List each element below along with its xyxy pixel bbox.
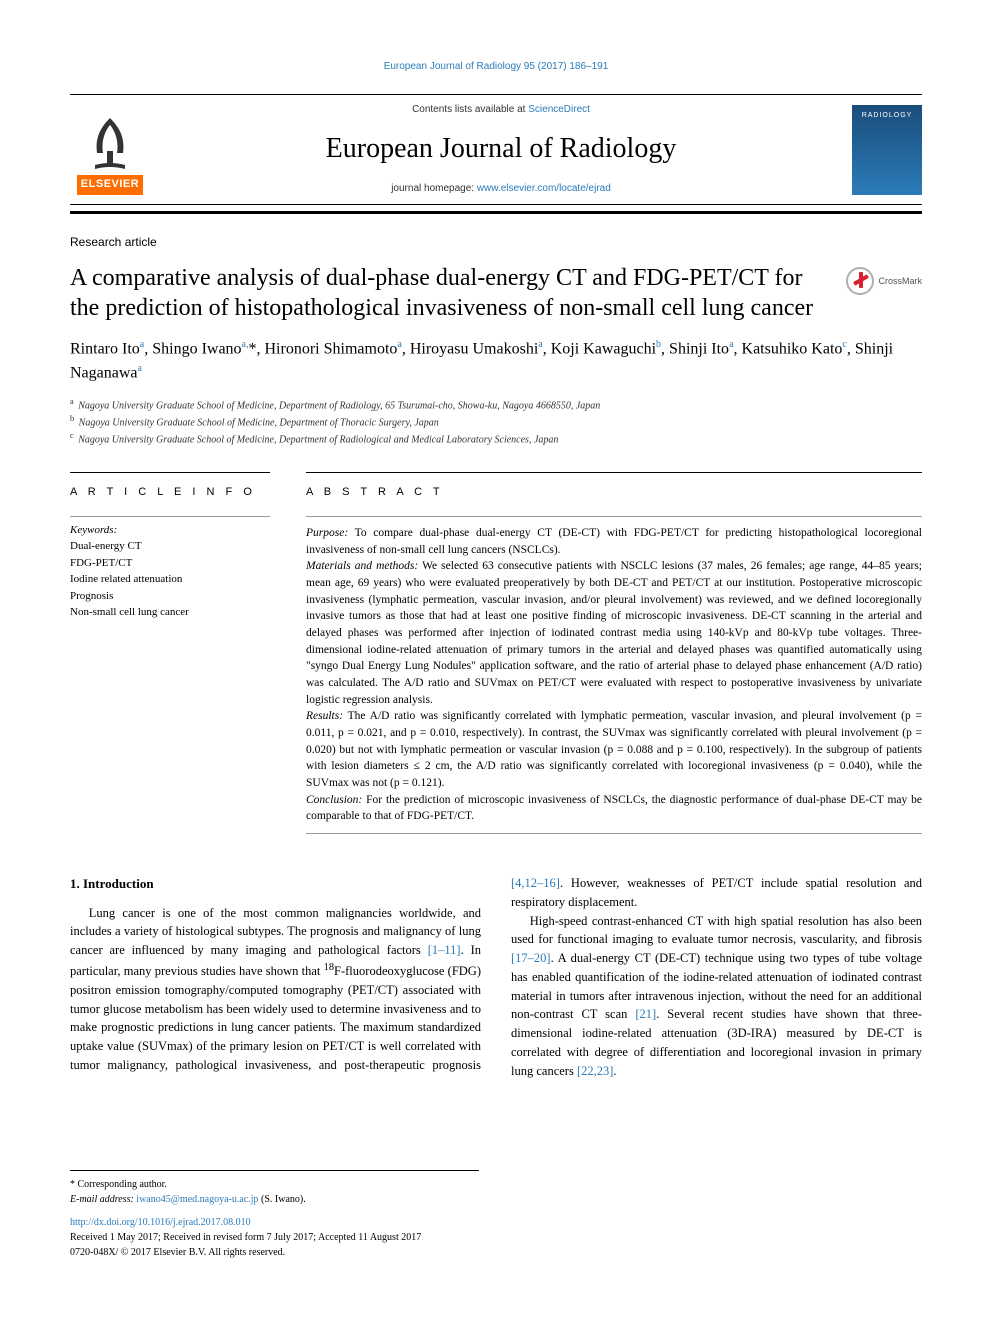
homepage-line: journal homepage: www.elsevier.com/locat… (150, 182, 852, 196)
masthead: ELSEVIER Contents lists available at Sci… (70, 94, 922, 205)
abstract-results: The A/D ratio was significantly correlat… (306, 710, 922, 789)
elsevier-tree-icon (85, 113, 135, 173)
masthead-rule (70, 211, 922, 214)
abstract-conclusion: For the prediction of microscopic invasi… (306, 794, 922, 823)
contents-list-line: Contents lists available at ScienceDirec… (150, 103, 852, 117)
homepage-link[interactable]: www.elsevier.com/locate/ejrad (477, 183, 611, 194)
ref-link-5[interactable]: [22,23] (577, 1064, 613, 1078)
abstract-results-label: Results: (306, 710, 343, 722)
contents-prefix: Contents lists available at (412, 104, 528, 115)
corresponding-author: * Corresponding author. (70, 1177, 479, 1192)
ref-link-1[interactable]: [1–11] (428, 943, 461, 957)
ref-link-2[interactable]: [4,12–16] (511, 876, 560, 890)
cover-thumb-label: RADIOLOGY (862, 111, 913, 121)
email-line: E-mail address: iwano45@med.nagoya-u.ac.… (70, 1192, 479, 1207)
email-link[interactable]: iwano45@med.nagoya-u.ac.jp (136, 1194, 258, 1205)
ref-link-4[interactable]: [21] (635, 1007, 656, 1021)
homepage-prefix: journal homepage: (391, 183, 477, 194)
abstract-heading: A B S T R A C T (306, 485, 922, 500)
crossmark-label: CrossMark (878, 275, 922, 288)
sciencedirect-link[interactable]: ScienceDirect (528, 104, 590, 115)
intro-p2: High-speed contrast-enhanced CT with hig… (511, 912, 922, 1081)
article-title: A comparative analysis of dual-phase dua… (70, 263, 826, 323)
copyright-line: 0720-048X/ © 2017 Elsevier B.V. All righ… (70, 1245, 479, 1260)
article-info-heading: A R T I C L E I N F O (70, 485, 270, 500)
ref-link-3[interactable]: [17–20] (511, 951, 551, 965)
keywords-list: Dual-energy CTFDG-PET/CTIodine related a… (70, 538, 270, 621)
elsevier-logo: ELSEVIER (70, 105, 150, 195)
abstract-purpose: To compare dual-phase dual-energy CT (DE… (306, 527, 922, 556)
crossmark-badge[interactable]: CrossMark (846, 267, 922, 295)
journal-name: European Journal of Radiology (150, 129, 852, 168)
authors-line: Rintaro Itoa, Shingo Iwanoa,*, Hironori … (70, 337, 922, 386)
abstract-methods: We selected 63 consecutive patients with… (306, 560, 922, 705)
footnotes: * Corresponding author. E-mail address: … (70, 1170, 479, 1260)
abstract-purpose-label: Purpose: (306, 527, 348, 539)
doi-link[interactable]: http://dx.doi.org/10.1016/j.ejrad.2017.0… (70, 1215, 479, 1230)
article-info-block: A R T I C L E I N F O Keywords: Dual-ene… (70, 472, 270, 834)
crossmark-icon (846, 267, 874, 295)
keywords-label: Keywords: (70, 516, 270, 538)
abstract-body: Purpose: To compare dual-phase dual-ener… (306, 516, 922, 834)
section-1-heading: 1. Introduction (70, 874, 481, 894)
elsevier-wordmark: ELSEVIER (77, 175, 143, 194)
article-type: Research article (70, 234, 922, 251)
abstract-conclusion-label: Conclusion: (306, 794, 362, 806)
journal-cover-thumb: RADIOLOGY (852, 105, 922, 195)
affiliation-a: a Nagoya University Graduate School of M… (70, 396, 922, 413)
received-line: Received 1 May 2017; Received in revised… (70, 1230, 479, 1245)
abstract-methods-label: Materials and methods: (306, 560, 418, 572)
abstract-block: A B S T R A C T Purpose: To compare dual… (306, 472, 922, 834)
body-columns: 1. Introduction Lung cancer is one of th… (70, 874, 922, 1080)
running-head: European Journal of Radiology 95 (2017) … (70, 60, 922, 74)
affiliation-b: b Nagoya University Graduate School of M… (70, 413, 922, 430)
affiliation-c: c Nagoya University Graduate School of M… (70, 430, 922, 447)
affiliations: a Nagoya University Graduate School of M… (70, 396, 922, 448)
